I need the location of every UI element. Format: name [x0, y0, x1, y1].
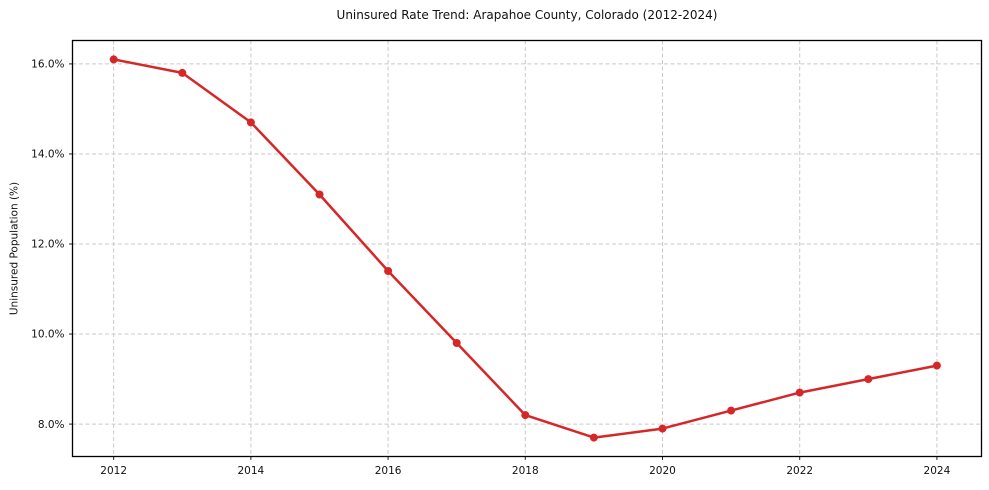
chart-title: Uninsured Rate Trend: Arapahoe County, C… — [337, 8, 718, 22]
x-tick-label: 2024 — [924, 465, 951, 477]
x-tick-label: 2014 — [238, 465, 265, 477]
y-tick-label: 14.0% — [31, 149, 64, 161]
x-tick-label: 2022 — [786, 465, 813, 477]
data-point — [109, 55, 118, 64]
data-point — [315, 190, 324, 199]
x-tick-label: 2012 — [100, 465, 127, 477]
grid-layer — [72, 40, 982, 457]
data-point — [658, 424, 667, 433]
data-point — [178, 68, 187, 77]
y-axis-label: Uninsured Population (%) — [9, 182, 21, 315]
plot-border — [71, 39, 983, 458]
data-point — [384, 267, 393, 275]
y-tick-label: 12.0% — [31, 239, 64, 251]
data-point — [727, 406, 736, 415]
data-point — [521, 411, 530, 420]
data-point — [932, 361, 941, 370]
x-tick-label: 2018 — [512, 465, 539, 477]
data-point — [589, 433, 598, 442]
x-tick-label: 2020 — [649, 465, 676, 477]
data-point — [795, 388, 804, 397]
series-layer — [109, 55, 941, 442]
y-tick-label: 8.0% — [38, 419, 65, 431]
data-point — [246, 118, 255, 127]
data-point — [452, 339, 461, 347]
tick-layer: 2012 2014 2016 2018 2020 2022 2024 8.0% 10.0% 12.… — [31, 59, 950, 477]
x-tick-label: 2016 — [375, 465, 402, 477]
data-point — [864, 375, 873, 384]
y-tick-label: 10.0% — [31, 329, 64, 341]
y-tick-label: 16.0% — [31, 59, 64, 71]
